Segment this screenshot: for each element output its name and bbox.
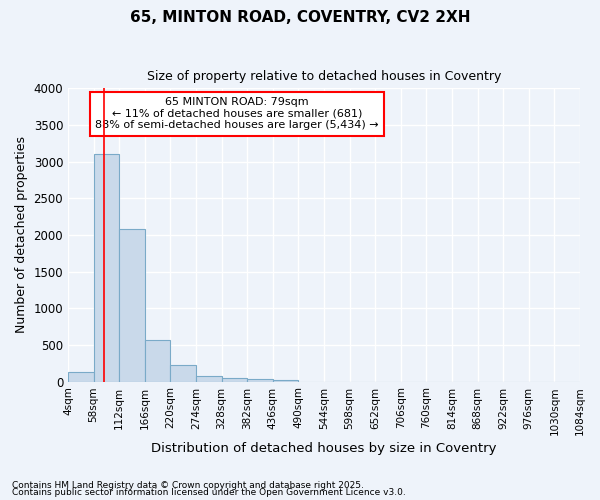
Bar bbox=[196, 376, 221, 382]
Bar bbox=[221, 378, 247, 382]
Text: Contains public sector information licensed under the Open Government Licence v3: Contains public sector information licen… bbox=[12, 488, 406, 497]
Text: 65 MINTON ROAD: 79sqm
← 11% of detached houses are smaller (681)
88% of semi-det: 65 MINTON ROAD: 79sqm ← 11% of detached … bbox=[95, 97, 379, 130]
Text: Contains HM Land Registry data © Crown copyright and database right 2025.: Contains HM Land Registry data © Crown c… bbox=[12, 480, 364, 490]
Bar bbox=[273, 380, 298, 382]
Title: Size of property relative to detached houses in Coventry: Size of property relative to detached ho… bbox=[147, 70, 501, 83]
Bar bbox=[68, 372, 94, 382]
Bar bbox=[170, 366, 196, 382]
Bar bbox=[94, 154, 119, 382]
Bar bbox=[119, 229, 145, 382]
Y-axis label: Number of detached properties: Number of detached properties bbox=[15, 136, 28, 334]
Bar bbox=[145, 340, 170, 382]
Text: 65, MINTON ROAD, COVENTRY, CV2 2XH: 65, MINTON ROAD, COVENTRY, CV2 2XH bbox=[130, 10, 470, 25]
X-axis label: Distribution of detached houses by size in Coventry: Distribution of detached houses by size … bbox=[151, 442, 497, 455]
Bar bbox=[247, 379, 273, 382]
